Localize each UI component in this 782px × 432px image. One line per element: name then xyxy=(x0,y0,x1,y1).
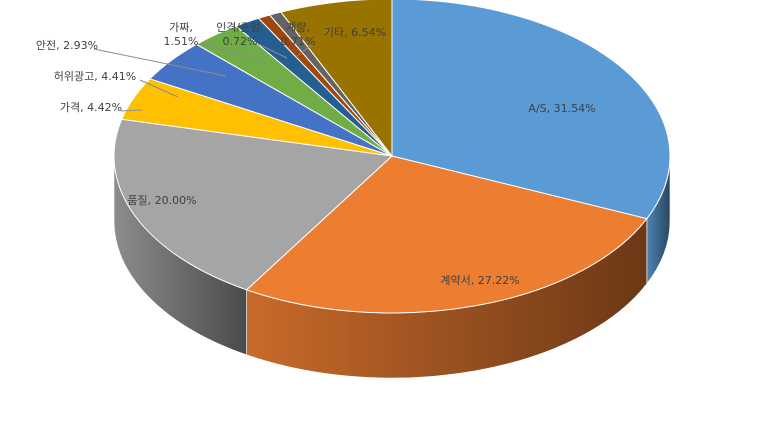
data-label-품질: 품질, 20.00% xyxy=(127,194,196,207)
data-label-안전: 안전, 2.93% xyxy=(36,39,98,52)
leader-line-가짜 xyxy=(202,43,267,63)
data-label-계약서: 계약서, 27.22% xyxy=(440,273,519,287)
data-label-인격/존엄: 인격/존엄, 0.72% xyxy=(216,21,264,48)
data-label-허위광고: 허위광고, 4.41% xyxy=(54,70,136,83)
data-label-가격: 가격, 4.42% xyxy=(60,101,122,114)
leader-line-가격 xyxy=(120,109,143,112)
pie-slice-기타 xyxy=(280,0,393,158)
pie-slice-품질 xyxy=(113,118,394,291)
leader-line-인격/존엄 xyxy=(257,43,288,59)
pie-slice-A/S xyxy=(391,0,671,220)
data-label-기타: 기타, 6.54% xyxy=(324,26,386,39)
leader-line-계량 xyxy=(295,43,314,58)
data-label-계량: 계량, 0.71% xyxy=(281,21,316,48)
data-label-A/S: A/S, 31.54% xyxy=(528,102,595,115)
leader-line-안전 xyxy=(93,48,227,77)
leader-line-허위광고 xyxy=(139,79,179,98)
pie-slice-계약서 xyxy=(245,155,648,314)
data-label-가짜: 가짜, 1.51% xyxy=(164,21,199,48)
